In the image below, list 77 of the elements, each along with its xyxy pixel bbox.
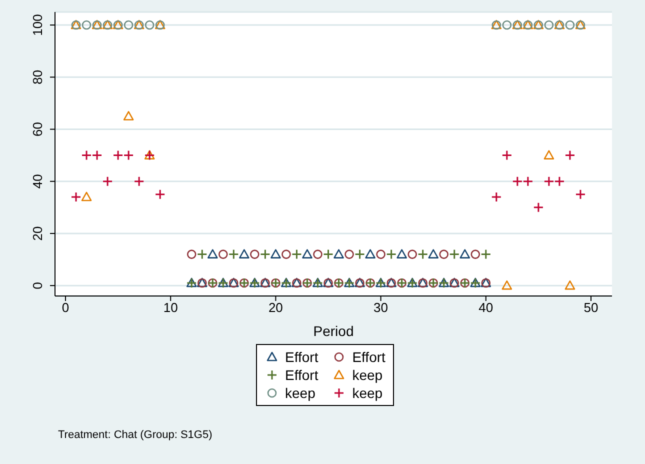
point: [480, 249, 492, 260]
y-tick-label: 80: [30, 70, 45, 84]
y-tick-label: 20: [30, 226, 45, 241]
point: [564, 150, 576, 161]
point: [533, 202, 544, 213]
x-tick-label: 20: [268, 300, 283, 316]
point: [575, 189, 586, 200]
point: [564, 280, 576, 290]
x-tick-label: 40: [478, 300, 494, 316]
point: [282, 250, 291, 259]
point: [291, 249, 302, 260]
point: [144, 20, 154, 30]
point: [123, 111, 134, 120]
point: [565, 20, 575, 30]
point: [354, 249, 366, 260]
point: [92, 150, 102, 161]
point: [502, 20, 512, 30]
point: [502, 280, 512, 290]
x-tick-label: 50: [584, 300, 598, 316]
point: [428, 249, 438, 258]
point: [544, 20, 554, 30]
point: [344, 250, 354, 259]
point: [396, 249, 407, 258]
point: [334, 249, 344, 258]
point: [302, 249, 312, 258]
point: [123, 150, 134, 161]
point: [470, 250, 480, 259]
legend-label: Effort: [285, 367, 318, 383]
point: [81, 192, 92, 202]
point: [522, 176, 534, 187]
point: [228, 249, 239, 260]
x-tick-label: 0: [62, 300, 70, 316]
point: [124, 20, 134, 30]
y-tick-label: 40: [30, 174, 45, 189]
point: [250, 250, 260, 259]
point: [439, 250, 448, 259]
point: [418, 249, 428, 260]
point: [544, 150, 554, 160]
point: [491, 192, 502, 202]
point: [218, 250, 228, 259]
point: [544, 176, 554, 187]
legend-label: keep: [352, 367, 383, 383]
point: [376, 250, 386, 259]
x-tick-label: 10: [163, 300, 178, 316]
legend-label: keep: [352, 385, 383, 401]
y-tick-label: 60: [30, 122, 45, 136]
point: [365, 249, 376, 258]
point: [81, 150, 92, 161]
x-tick-label: 30: [374, 300, 388, 316]
legend-label: Effort: [352, 349, 386, 365]
point: [239, 249, 250, 258]
point: [196, 249, 208, 260]
point: [322, 249, 334, 260]
point: [82, 20, 92, 30]
point: [313, 250, 322, 259]
point: [70, 192, 82, 202]
point: [134, 176, 144, 187]
legend-label: Effort: [285, 349, 318, 365]
text: Treatment: Chat (Group: S1G5): [58, 429, 212, 441]
point: [102, 176, 113, 187]
point: [207, 249, 218, 258]
point: [512, 176, 523, 187]
x-axis-title: Period: [313, 323, 354, 339]
y-tick-label: 0: [30, 282, 45, 290]
point: [186, 250, 196, 259]
point: [112, 150, 124, 161]
point: [502, 150, 512, 161]
point: [260, 249, 270, 260]
legend-label: keep: [285, 385, 316, 401]
y-tick-label: 100: [30, 14, 45, 36]
point: [386, 249, 397, 260]
point: [449, 249, 460, 260]
point: [154, 189, 166, 200]
point: [408, 250, 417, 259]
point: [554, 176, 565, 187]
point: [460, 249, 470, 258]
point: [270, 249, 281, 258]
